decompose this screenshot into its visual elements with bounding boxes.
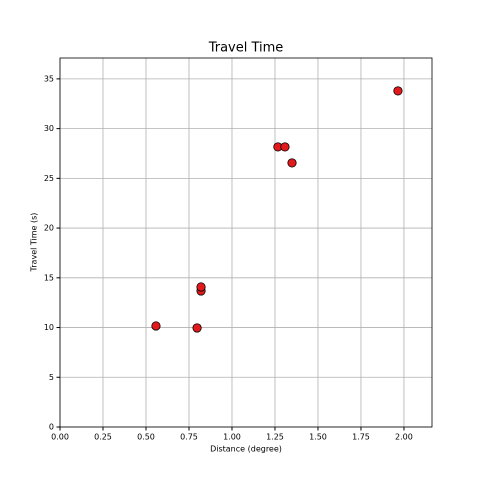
point (280, 142, 290, 152)
point (196, 282, 206, 292)
y-tick-label: 30 (44, 124, 54, 133)
x-tick-label: 0.25 (94, 433, 112, 442)
point (393, 86, 403, 96)
x-tick-label: 2.00 (395, 433, 413, 442)
y-axis-label: Travel Time (s) (30, 213, 39, 273)
y-tick-label: 35 (44, 74, 54, 83)
y-tick-label: 15 (44, 273, 54, 282)
plot-frame (59, 57, 433, 428)
y-tick-label: 0 (49, 423, 54, 432)
x-tick-label: 1.75 (352, 433, 370, 442)
y-tick-label: 25 (44, 174, 54, 183)
x-tick-label: 1.50 (309, 433, 327, 442)
y-tick-label: 5 (49, 373, 54, 382)
point (192, 323, 202, 333)
x-tick-label: 0.75 (180, 433, 198, 442)
point (151, 321, 161, 331)
x-tick-label: 0.50 (137, 433, 155, 442)
x-axis-label: Distance (degree) (210, 445, 282, 454)
x-tick-label: 0.00 (51, 433, 69, 442)
y-tick-label: 20 (44, 224, 54, 233)
x-tick-label: 1.00 (223, 433, 241, 442)
x-tick-label: 1.25 (266, 433, 284, 442)
point (287, 158, 297, 168)
chart-title: Travel Time (208, 41, 284, 56)
y-tick-label: 10 (44, 323, 54, 332)
